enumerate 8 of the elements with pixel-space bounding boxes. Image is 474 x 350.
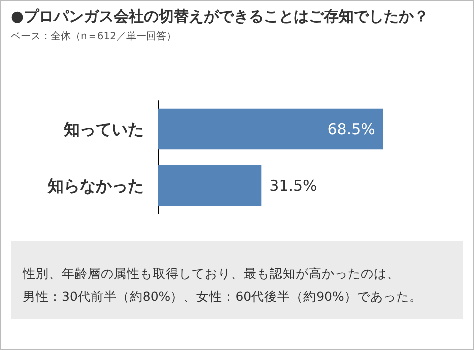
text: 男性：30代前半（約80%）、女性：60代後半（約90%）であった。 bbox=[23, 289, 422, 304]
chart-subtitle: ベース：全体（n＝612／単一回答） bbox=[11, 30, 176, 42]
data-label: 31.5% bbox=[270, 176, 318, 195]
y-tick-label: 知らなかった bbox=[47, 176, 144, 196]
y-tick-label: 知っていた bbox=[63, 120, 144, 139]
data-label: 68.5% bbox=[328, 120, 376, 138]
text: 性別、年齢層の属性も取得しており、最も認知が高かったのは、 bbox=[22, 266, 400, 281]
chart-title: ●プロパンガス会社の切替えができることはご存知でしたか？ bbox=[11, 8, 430, 26]
